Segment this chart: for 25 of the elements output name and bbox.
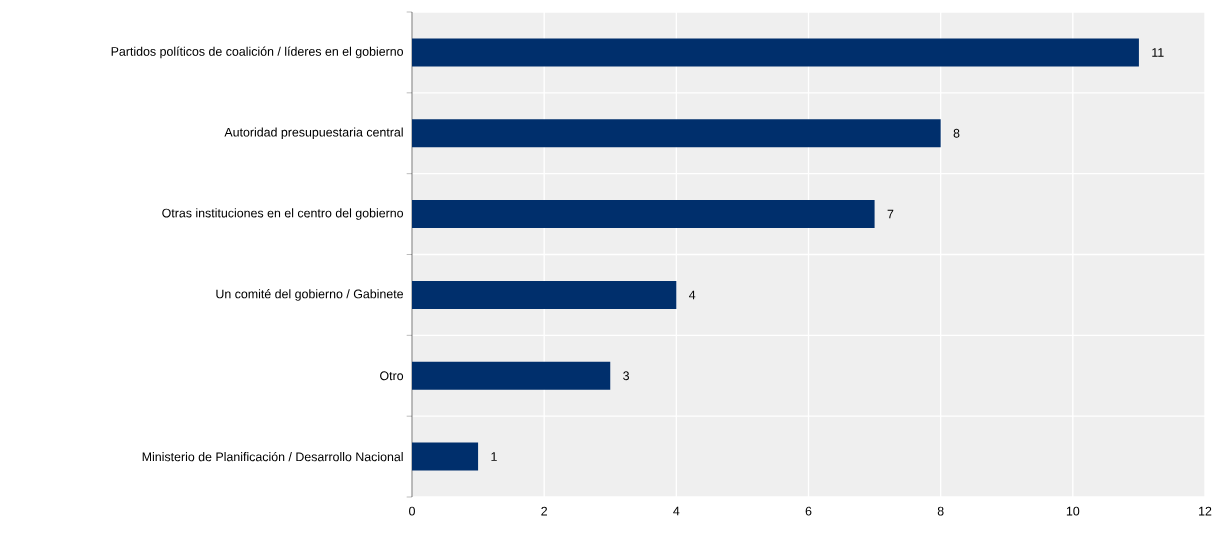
bar [412,38,1139,67]
data-label: 7 [887,209,894,219]
x-tick-label: 2 [541,506,547,516]
y-tick-label: Un comité del gobierno / Gabinete [216,289,404,301]
data-label: 4 [689,290,696,300]
y-tick-label: Ministerio de Planificación / Desarrollo Nacional [142,451,403,462]
x-tick-label: 8 [937,506,944,516]
y-tick-label: Partidos políticos de coalición / líderes en el gobierno [111,46,404,59]
bar [412,442,479,471]
x-tick-label: 12 [1199,506,1212,516]
bar [412,119,941,148]
bar [412,361,611,390]
data-label: 8 [953,128,960,138]
bar [412,280,677,309]
x-tick-label: 10 [1066,506,1080,516]
y-tick-label: Autoridad presupuestaria central [224,127,403,140]
data-label: 1 [491,452,497,461]
x-tick-label: 6 [805,506,812,516]
x-tick-label: 4 [673,506,680,516]
data-label: 3 [623,371,630,381]
y-tick-label: Otro [380,371,404,381]
data-label: 11 [1152,48,1164,57]
x-tick-label: 0 [409,506,415,516]
y-tick-label: Otras instituciones en el centro del gobierno [162,208,404,220]
bar [412,200,875,229]
